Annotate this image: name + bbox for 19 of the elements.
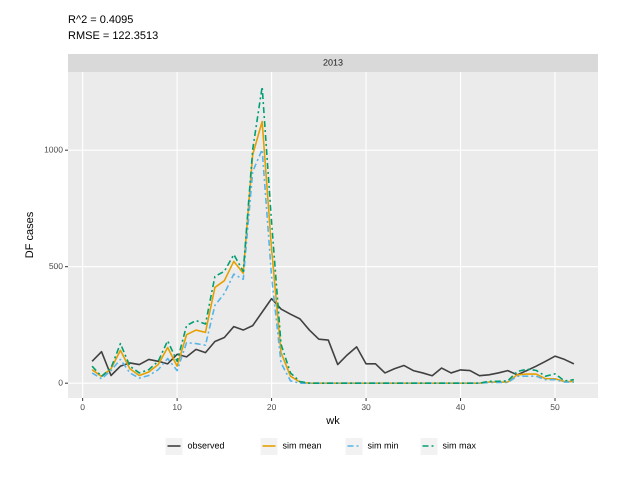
chart-title: 2013 <box>322 57 344 68</box>
legend-label: sim max <box>442 440 476 450</box>
legend-label: sim min <box>368 440 398 450</box>
text: R^2 = 0.4095 <box>68 14 134 26</box>
y-tick-label: 500 <box>48 260 64 271</box>
x-tick-label: 10 <box>172 402 182 412</box>
y-axis-title: DF cases <box>24 211 36 258</box>
legend-label: sim mean <box>282 440 322 450</box>
x-axis-title: wk <box>325 415 340 427</box>
x-tick-label: 30 <box>361 402 372 412</box>
text: RMSE = 122.3513 <box>68 30 158 42</box>
x-tick-label: 0 <box>80 402 86 412</box>
line-series <box>91 298 575 377</box>
x-tick-label: 40 <box>456 402 466 412</box>
x-tick-label: 20 <box>266 402 277 412</box>
x-tick-label: 50 <box>550 402 560 412</box>
y-tick-label: 1000 <box>44 144 64 154</box>
y-tick-label: 0 <box>58 377 64 388</box>
legend-label: observed <box>188 440 225 450</box>
